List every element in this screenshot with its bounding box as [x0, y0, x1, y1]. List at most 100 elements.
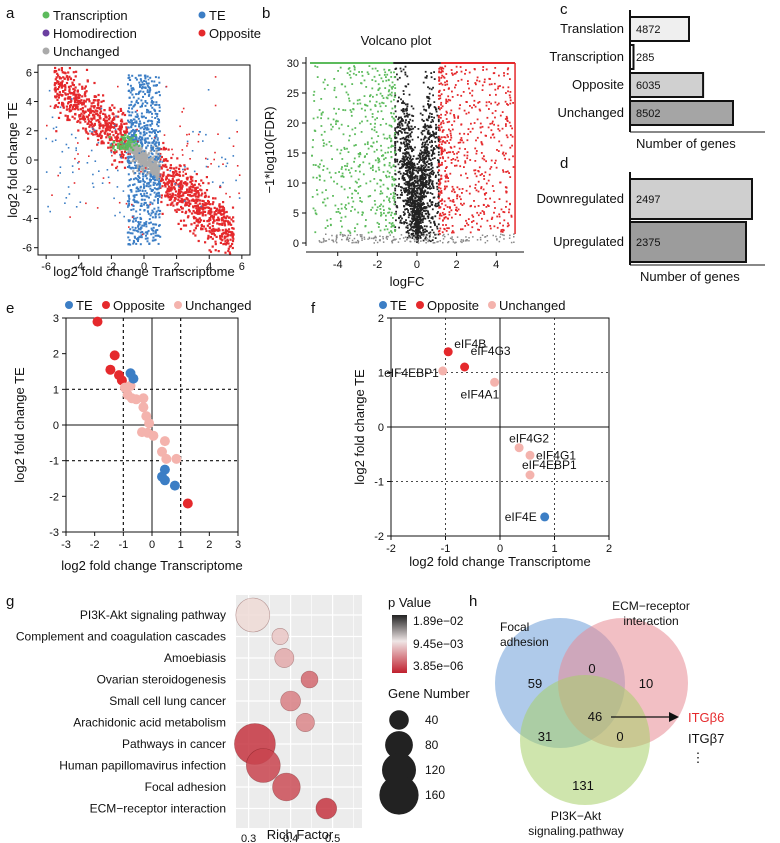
volcano-point [428, 97, 431, 100]
volcano-point [382, 97, 385, 99]
volcano-point [396, 194, 399, 196]
volcano-point [423, 172, 426, 175]
volcano-point [443, 217, 446, 220]
volcano-point [505, 171, 507, 173]
volcano-point [407, 174, 409, 177]
scatter-point [200, 189, 203, 192]
scatter-point [72, 84, 75, 87]
volcano-point [493, 72, 496, 74]
scatter-point [154, 168, 158, 172]
scatter-point [113, 152, 116, 155]
scatter-point [127, 110, 130, 113]
volcano-point [453, 204, 456, 206]
volcano-point [391, 115, 393, 118]
scatter-point [155, 150, 158, 153]
scatter-point [173, 188, 176, 191]
volcano-point [417, 157, 419, 160]
scatter-point [167, 190, 170, 193]
volcano-point [422, 178, 425, 181]
scatter-point [154, 195, 157, 198]
scatter-point [109, 126, 112, 129]
scatter-point [125, 144, 128, 147]
scatter-point [117, 85, 119, 88]
volcano-point [408, 191, 411, 194]
volcano-point [375, 131, 378, 133]
scatter-point [173, 199, 176, 202]
volcano-point [448, 211, 451, 213]
volcano-point [374, 159, 377, 162]
volcano-point [481, 125, 484, 128]
volcano-point [421, 114, 424, 116]
volcano-point [418, 210, 420, 212]
volcano-point [429, 141, 431, 144]
volcano-point [393, 112, 395, 115]
panel-label-a: a [6, 5, 15, 22]
volcano-point [348, 100, 351, 102]
scatter-point [64, 202, 66, 204]
scatter-point [204, 227, 207, 230]
volcano-point [433, 148, 436, 150]
volcano-point [413, 217, 416, 219]
volcano-point [437, 129, 440, 131]
scatter-point [142, 153, 146, 156]
volcano-point [388, 175, 390, 178]
scatter-point [154, 230, 157, 233]
scatter-point [139, 78, 142, 81]
volcano-point [421, 227, 424, 229]
scatter-point [56, 92, 59, 95]
volcano-point [425, 225, 428, 228]
scatter-point [84, 105, 87, 108]
volcano-point [402, 110, 404, 113]
volcano-point [437, 233, 440, 236]
scatter-point [63, 77, 66, 80]
scatter-point [132, 194, 135, 197]
volcano-point [358, 71, 360, 73]
volcano-point [437, 161, 440, 163]
volcano-point [326, 219, 329, 222]
scatter-point [114, 136, 117, 139]
scatter-point [139, 213, 141, 215]
volcano-point [443, 148, 446, 151]
volcano-point [443, 200, 446, 203]
scatter-point [170, 156, 173, 160]
scatter-point [154, 142, 157, 145]
volcano-point [443, 136, 446, 138]
volcano-point [373, 178, 376, 180]
volcano-point [422, 145, 424, 148]
scatter-point [162, 171, 165, 174]
scatter-point [136, 128, 138, 131]
scatter-point [105, 136, 108, 139]
scatter-point [134, 110, 137, 113]
scatter-point [46, 124, 48, 127]
volcano-point [423, 169, 425, 172]
scatter-point [157, 213, 160, 216]
scatter-point [193, 221, 196, 225]
volcano-point [437, 202, 439, 205]
volcano-point [432, 187, 435, 189]
volcano-point [443, 76, 446, 79]
volcano-point [444, 170, 446, 172]
volcano-point [356, 181, 358, 184]
volcano-point [439, 227, 442, 230]
scatter-point [67, 186, 70, 188]
volcano-point [429, 112, 431, 115]
volcano-point [425, 209, 428, 212]
volcano-point [367, 73, 370, 75]
scatter-point [214, 228, 217, 231]
volcano-point [395, 185, 398, 187]
scatter-point [60, 86, 63, 89]
volcano-point [437, 120, 440, 123]
scatter-point [193, 189, 196, 192]
volcano-point [427, 204, 429, 207]
scatter-point [97, 93, 100, 97]
volcano-point [379, 92, 382, 95]
volcano-point [413, 219, 416, 221]
volcano-point [391, 178, 394, 181]
volcano-point [428, 92, 431, 95]
volcano-point [416, 208, 419, 211]
volcano-point [404, 145, 406, 148]
scatter-point [222, 181, 224, 184]
scatter-point [123, 150, 127, 153]
volcano-point [420, 170, 423, 172]
scatter-point [198, 217, 201, 220]
